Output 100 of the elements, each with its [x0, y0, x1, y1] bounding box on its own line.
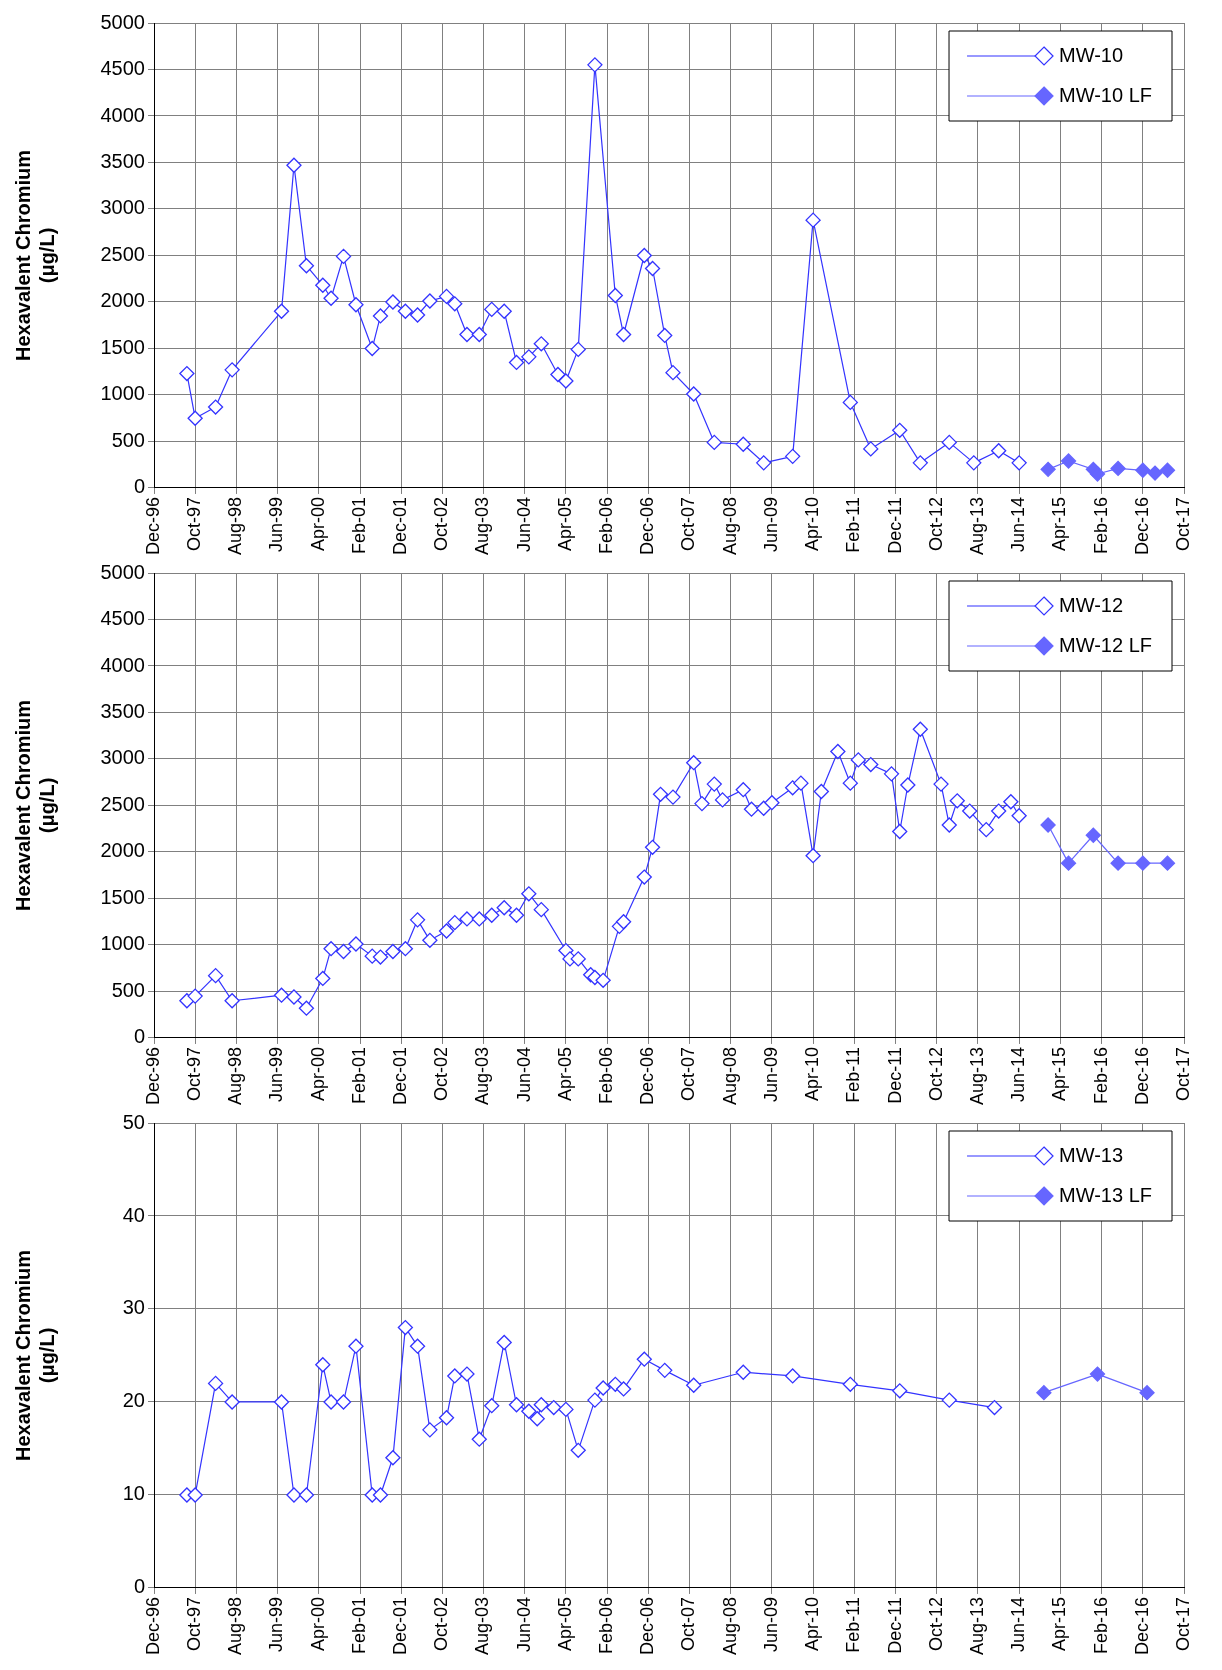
legend-label: MW-10 [1059, 43, 1124, 66]
y-tick-label: 4000 [100, 103, 145, 126]
point [224, 1394, 240, 1410]
point [706, 434, 722, 451]
x-tick-label: Apr-10 [802, 1596, 823, 1651]
y-tick-label: 2500 [100, 792, 145, 815]
point [397, 303, 414, 319]
x-tick-label: Jun-14 [1008, 1046, 1029, 1102]
point [298, 258, 315, 274]
y-tick-label: 1000 [100, 932, 145, 955]
point [842, 394, 858, 411]
x-tick-label: Apr-15 [1049, 496, 1070, 551]
point [1147, 465, 1163, 481]
point [459, 326, 475, 343]
x-tick-label: Jun-09 [760, 496, 781, 552]
x-tick-label: Dec-01 [390, 496, 411, 555]
x-tick-label: Dec-96 [142, 1046, 163, 1105]
point [892, 422, 908, 438]
point [686, 1377, 702, 1393]
point [179, 365, 195, 382]
point [335, 1394, 352, 1410]
x-tick-label: Jun-99 [266, 1046, 287, 1102]
point [863, 441, 879, 457]
x-tick-label: Feb-11 [843, 496, 864, 553]
point [1110, 855, 1126, 871]
point [533, 1397, 549, 1413]
point [941, 1392, 957, 1408]
point [385, 1450, 401, 1466]
x-tick-label: Oct-17 [1172, 496, 1193, 551]
y-tick-label: 50 [122, 1110, 145, 1133]
point [636, 247, 652, 264]
point [422, 1422, 438, 1438]
point [1159, 462, 1176, 478]
point [550, 366, 566, 383]
y-tick-label: 1000 [100, 382, 145, 405]
y-tick-label: 500 [111, 978, 145, 1001]
x-tick-label: Dec-16 [1131, 1596, 1152, 1655]
x-tick-label: Oct-97 [184, 1046, 205, 1101]
point [496, 303, 512, 319]
x-tick-label: Feb-16 [1090, 1596, 1111, 1654]
x-tick-label: Aug-03 [472, 1046, 493, 1105]
point [323, 290, 339, 306]
y-tick-label: 3500 [100, 150, 145, 172]
x-tick-label: Aug-08 [719, 1596, 740, 1655]
x-tick-label: Feb-01 [349, 1596, 370, 1654]
x-tick-label: Dec-01 [390, 1046, 411, 1105]
point [1089, 466, 1106, 482]
x-tick-label: Dec-16 [1131, 496, 1152, 555]
point [273, 303, 290, 319]
point [735, 436, 751, 452]
x-tick-label: Aug-98 [225, 496, 246, 555]
point [1135, 855, 1151, 871]
point [315, 277, 331, 293]
point [1085, 827, 1101, 843]
point [615, 1381, 632, 1397]
y-tick-label: 2000 [100, 289, 145, 312]
x-tick-label: Oct-07 [678, 1046, 699, 1101]
y-tick-label: 500 [111, 428, 145, 451]
point [286, 1487, 302, 1503]
point [607, 287, 623, 304]
point [521, 1403, 537, 1419]
legend-label: MW-10 LF [1059, 83, 1153, 106]
point [842, 1376, 858, 1392]
x-tick-label: Dec-11 [884, 496, 905, 554]
point [636, 1351, 652, 1367]
x-tick-label: Oct-07 [678, 496, 699, 551]
x-tick-label: Oct-17 [1172, 1046, 1193, 1101]
y-tick-label: 5000 [100, 10, 145, 33]
point [447, 1368, 463, 1384]
point [508, 1397, 525, 1413]
point [397, 1319, 414, 1336]
point [348, 1338, 364, 1354]
point [912, 455, 928, 471]
point [409, 307, 426, 323]
x-tick-label: Dec-96 [142, 1596, 163, 1655]
x-tick-label: Oct-02 [431, 496, 452, 551]
x-tick-label: Jun-99 [266, 1596, 287, 1652]
x-tick-label: Aug-03 [472, 496, 493, 555]
point [735, 1364, 751, 1380]
x-tick-label: Apr-05 [554, 1046, 575, 1101]
point [187, 1487, 203, 1503]
x-tick-label: Feb-16 [1090, 496, 1111, 554]
point [372, 308, 389, 324]
x-tick-label: Aug-08 [719, 1046, 740, 1105]
point [966, 455, 982, 471]
point [372, 1487, 389, 1503]
x-tick-label: Apr-15 [1049, 1596, 1070, 1651]
y-tick-label: 3500 [100, 700, 145, 722]
point [785, 448, 801, 464]
x-tick-label: Feb-06 [596, 496, 617, 554]
x-tick-label: Oct-97 [184, 496, 205, 551]
point [587, 1392, 603, 1408]
x-tick-label: Aug-13 [966, 1046, 987, 1105]
legend-label: MW-12 [1059, 593, 1124, 616]
x-tick-label: Aug-03 [472, 1596, 493, 1655]
point [533, 336, 549, 352]
x-tick-label: Oct-97 [184, 1596, 205, 1651]
x-tick-label: Jun-04 [513, 1046, 534, 1102]
y-tick-label: 10 [122, 1482, 145, 1505]
x-tick-label: Jun-14 [1008, 496, 1029, 552]
